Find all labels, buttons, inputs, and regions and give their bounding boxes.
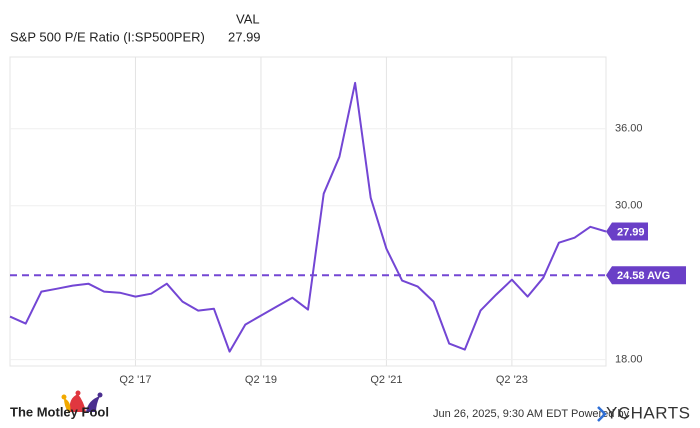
timestamp: Jun 26, 2025, 9:30 AM EDT Powered by (433, 408, 630, 420)
y-tick-label: 18.00 (615, 353, 643, 365)
logo (61, 390, 103, 412)
value-header: VAL (236, 11, 260, 26)
source: YCHARTS (606, 403, 690, 422)
x-tick-label: Q2 '23 (496, 374, 528, 386)
brand: The Motley Fool (10, 404, 109, 419)
x-tick-label: Q2 '21 (370, 374, 402, 386)
average-tag: 24.58 AVG (617, 270, 670, 282)
series-name: S&P 500 P/E Ratio (I:SP500PER) (10, 29, 205, 44)
ycharts-icon (597, 406, 607, 422)
y-tick-label: 36.00 (615, 123, 643, 135)
plot-frame (9, 56, 607, 367)
series-line (9, 81, 607, 353)
last-value-tag: 27.99 (617, 226, 645, 238)
current-value: 27.99 (228, 29, 261, 44)
y-tick-label: 30.00 (615, 200, 643, 212)
x-tick-label: Q2 '17 (119, 374, 151, 386)
last-value-tag-bg (606, 222, 648, 241)
x-tick-label: Q2 '19 (245, 374, 277, 386)
average-tag-bg (606, 266, 686, 285)
